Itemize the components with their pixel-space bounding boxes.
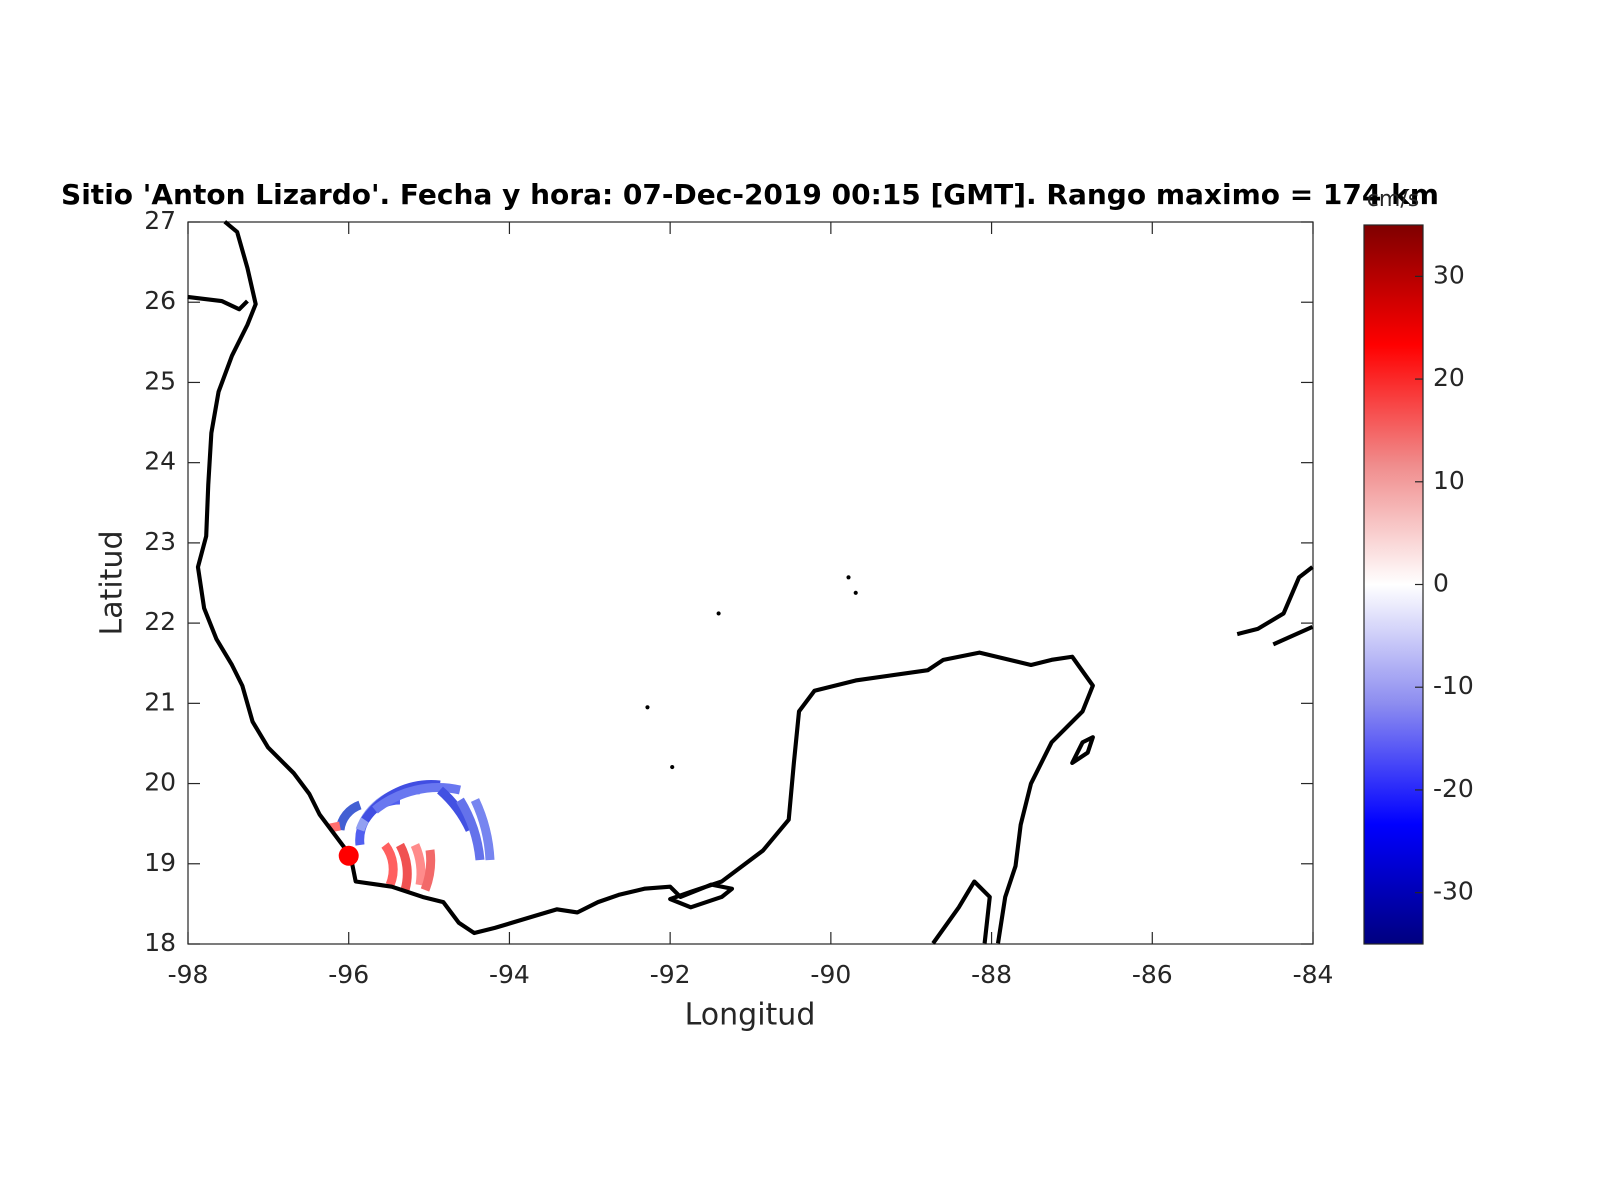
y-tick-label: 27 (144, 206, 176, 235)
x-axis-label: Longitud (685, 998, 816, 1033)
x-tick-label: -88 (971, 960, 1012, 989)
y-tick-label: 19 (144, 848, 176, 877)
y-tick-label: 26 (144, 286, 176, 315)
y-tick-label: 20 (144, 768, 176, 797)
x-tick-label: -86 (1132, 960, 1173, 989)
colorbar-tick-label: -20 (1433, 774, 1474, 803)
colorbar (1363, 224, 1424, 945)
x-tick-label: -92 (650, 960, 691, 989)
y-tick-label: 23 (144, 527, 176, 556)
y-axis-label: Latitud (95, 530, 130, 635)
chart-title: Sitio 'Anton Lizardo'. Fecha y hora: 07-… (61, 178, 1439, 211)
y-tick-label: 21 (144, 687, 176, 716)
y-tick-label: 18 (144, 928, 176, 957)
site-marker (338, 845, 359, 866)
y-tick-label: 25 (144, 366, 176, 395)
coastline (187, 220, 1314, 945)
axes-box (187, 221, 1314, 945)
colorbar-tick-label: -10 (1433, 671, 1474, 700)
x-tick-label: -90 (810, 960, 851, 989)
y-tick-label: 22 (144, 607, 176, 636)
colorbar-label: cm/s (1367, 187, 1419, 212)
x-tick-label: -96 (328, 960, 369, 989)
radar-field (329, 780, 495, 892)
x-tick-label: -84 (1293, 960, 1334, 989)
colorbar-tick-label: 10 (1433, 466, 1465, 495)
x-tick-label: -98 (168, 960, 209, 989)
y-tick-label: 24 (144, 447, 176, 476)
x-tick-label: -94 (489, 960, 530, 989)
colorbar-tick-label: 30 (1433, 260, 1465, 289)
colorbar-tick-label: 20 (1433, 363, 1465, 392)
colorbar-tick-label: 0 (1433, 569, 1449, 598)
colorbar-tick-label: -30 (1433, 877, 1474, 906)
